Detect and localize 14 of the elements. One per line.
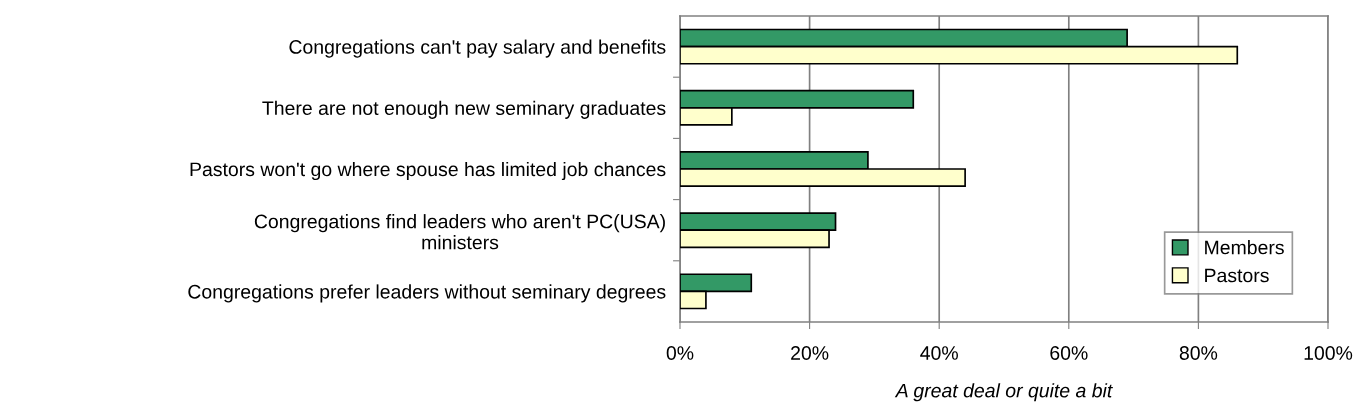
legend-label: Pastors (1205, 268, 1269, 283)
x-tick-label: 80% (1179, 346, 1218, 360)
x-tick-label: 20% (791, 346, 829, 360)
legend-label: Members (1205, 240, 1284, 255)
y-tick-label: Pastors won't go where spouse has limited job chances (190, 161, 666, 181)
x-tick-label: 60% (1050, 346, 1088, 360)
y-tick-label: Congregations find leaders who aren't PC(USA) ministers (254, 214, 665, 250)
x-axis-title: A great deal or quite a bit (894, 383, 1113, 402)
y-tick-label: There are not enough new seminary graduates (262, 100, 666, 119)
x-tick-label: 100% (1304, 346, 1353, 360)
x-tick-label: 40% (920, 346, 958, 360)
y-tick-label: Congregations prefer leaders without seminary degrees (188, 284, 666, 303)
x-tick-label: 0% (666, 346, 694, 360)
y-tick-label: Congregations can't pay salary and benefits (289, 39, 666, 58)
